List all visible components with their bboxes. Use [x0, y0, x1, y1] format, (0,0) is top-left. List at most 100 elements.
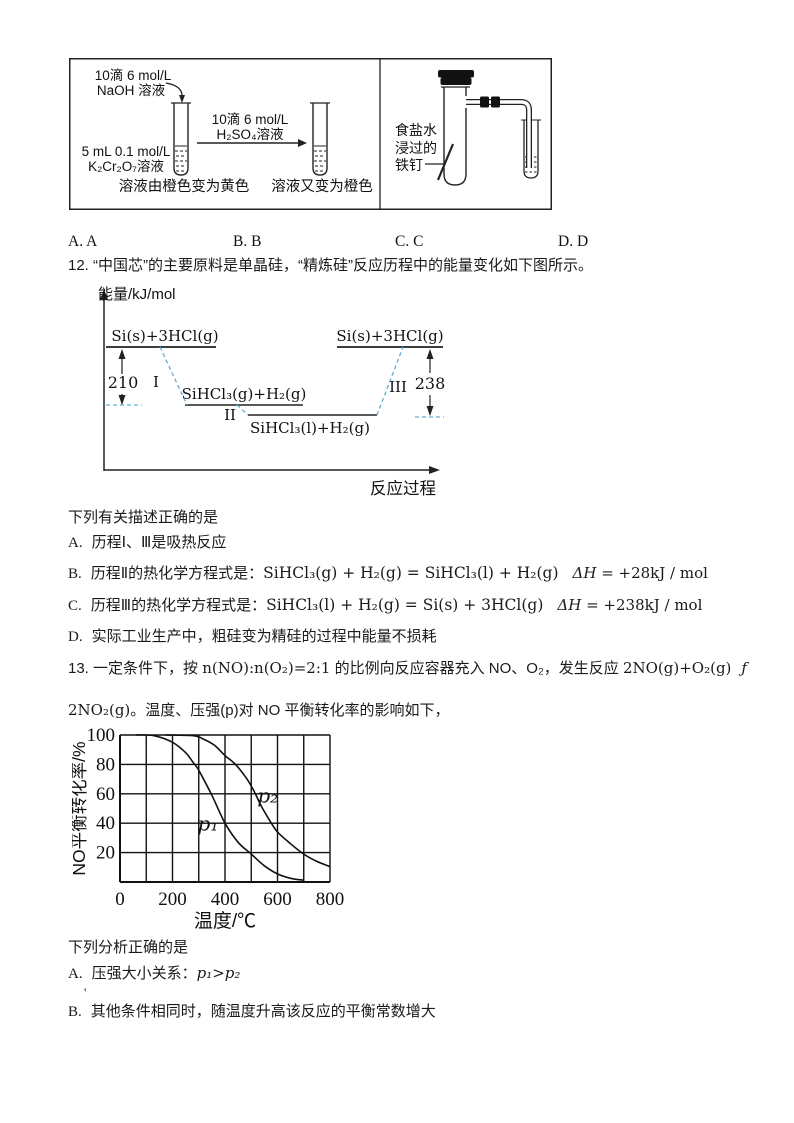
liquid-hatching-1: [175, 150, 187, 172]
y-tick-label: 100: [87, 725, 116, 746]
chart-y-axis-title: NO平衡转化率/%: [72, 741, 89, 875]
left-panel: 10滴 6 mol/L NaOH 溶液 5 mL 0.1 mol/L K₂Cr₂…: [82, 67, 373, 195]
x-tick-label: 0: [115, 889, 125, 910]
x-tick-label: 800: [316, 889, 345, 910]
naoh-label-line1: 10滴 6 mol/L: [95, 67, 172, 83]
stopper-band-bottom: [440, 77, 472, 85]
test-tube-1: [171, 102, 191, 176]
naoh-drop-arrow: [165, 82, 183, 98]
energy-value-left: 210: [108, 373, 139, 392]
level-top-right-label: Si(s)+3HCl(g): [336, 327, 443, 345]
q13-option-a[interactable]: A. 压强大小关系：p₁>p₂: [68, 963, 240, 984]
curve-p₂: [164, 734, 331, 868]
salt-water-label-line3: 铁钉: [395, 157, 423, 173]
q12-option-c-label: C.: [68, 598, 82, 614]
q13-stem-product: 2NO₂(g): [68, 701, 131, 719]
q12-prompt: 下列有关描述正确的是: [68, 509, 219, 526]
q12-option-c-delta-h: ΔH: [557, 596, 582, 614]
right-panel: 食盐水 浸过的 铁钉: [395, 70, 541, 186]
experiment-box-border: [69, 58, 552, 210]
iron-nail: [436, 143, 455, 181]
reaction-arrowhead: [298, 139, 307, 147]
q13-stem-line1: 13. 一定条件下，按 n(NO):n(O₂)=2:1 的比例向反应容器充入 N…: [68, 658, 747, 679]
y-tick-label: 20: [96, 843, 115, 864]
q12-option-d-text: 实际工业生产中，粗硅变为精硅的过程中能量不损耗: [91, 628, 437, 645]
k2cr2o7-label-line2: K₂Cr₂O₇溶液: [88, 159, 164, 174]
level-mid-label: SiHCl₃(g)+H₂(g): [182, 385, 307, 403]
q13-prompt: 下列分析正确的是: [68, 939, 189, 956]
curve-p₁: [135, 734, 304, 881]
q12-option-a-label: A.: [68, 535, 83, 551]
salt-water-label-line1: 食盐水: [395, 122, 437, 138]
q12-option-b-delta-h: ΔH: [572, 564, 597, 582]
q12-option-b-equation: SiHCl₃(g) + H₂(g) = SiHCl₃(l) + H₂(g): [263, 564, 559, 582]
answer-choice-b[interactable]: B. B: [233, 233, 262, 250]
curve-label-p₁: p₁: [198, 812, 219, 836]
energy-y-arrowhead: [100, 289, 108, 300]
energy-y-axis-label: 能量/kJ/mol: [98, 286, 176, 303]
answer-choice-c[interactable]: C. C: [395, 233, 424, 250]
q12-stem: 12. “中国芯”的主要原料是单晶硅，“精炼硅”反应历程中的能量变化如下图所示。: [68, 257, 594, 274]
dash-step-3: [376, 346, 404, 416]
x-tick-label: 200: [158, 889, 187, 910]
arrow-down-238: [426, 406, 434, 416]
q12-option-c-delta-h-value: = +238kJ / mol: [581, 596, 703, 614]
step-1-label: I: [153, 373, 159, 391]
q13-option-b[interactable]: B. 其他条件相同时，随温度升高该反应的平衡常数增大: [68, 1002, 436, 1022]
answer-choice-d[interactable]: D. D: [558, 233, 589, 250]
tube-clamp-1: [480, 96, 489, 108]
x-tick-label: 400: [211, 889, 240, 910]
q13-stem-reaction: 2NO(g)+O₂(g): [622, 659, 732, 677]
stopper-band-top: [438, 70, 474, 78]
q13-stem-part3: 。温度、压强(p)对 NO 平衡转化率的影响如下，: [130, 702, 450, 719]
q12-option-c-equation: SiHCl₃(l) + H₂(g) = Si(s) + 3HCl(g): [266, 596, 544, 614]
q12-option-b[interactable]: B. 历程Ⅱ的热化学方程式是：SiHCl₃(g) + H₂(g) = SiHCl₃…: [68, 563, 708, 584]
q12-option-a-text: 历程Ⅰ、Ⅲ是吸热反应: [91, 534, 227, 551]
q12-option-d-label: D.: [68, 629, 83, 645]
level-top-left-label: Si(s)+3HCl(g): [111, 327, 218, 345]
h2so4-label-line1: 10滴 6 mol/L: [212, 111, 289, 127]
tube-clamp-2: [491, 96, 500, 108]
tube2-caption: 溶液又变为橙色: [271, 178, 373, 195]
y-tick-label: 80: [96, 754, 115, 775]
energy-value-right: 238: [415, 374, 446, 393]
q13-option-a-text: 压强大小关系：: [91, 965, 197, 982]
no-conversion-chart: 0 200 400 600 800 20 40 60 80 100 温度/℃ NO平衡转化率/% p₁ p…: [72, 725, 345, 932]
x-tick-label: 600: [263, 889, 292, 910]
q13-option-a-label: A.: [68, 966, 83, 982]
y-tick-label: 60: [96, 784, 115, 805]
energy-x-arrowhead: [429, 466, 440, 474]
q13-equilibrium-symbol: ƒ: [741, 659, 747, 677]
q12-option-b-label: B.: [68, 566, 82, 582]
q13-stem-line2: 2NO₂(g)。温度、压强(p)对 NO 平衡转化率的影响如下，: [68, 700, 449, 721]
q12-option-a[interactable]: A. 历程Ⅰ、Ⅲ是吸热反应: [68, 533, 226, 553]
q12-option-c[interactable]: C. 历程Ⅲ的热化学方程式是：SiHCl₃(l) + H₂(g) = Si(s) …: [68, 595, 702, 616]
arrow-up-210: [118, 349, 126, 359]
q12-option-d[interactable]: D. 实际工业生产中，粗硅变为精硅的过程中能量不损耗: [68, 627, 437, 647]
curve-label-p₂: p₂: [257, 784, 278, 808]
dash-step-2: [236, 404, 249, 416]
answer-choice-a[interactable]: A. A: [68, 233, 98, 250]
test-tube-2: [310, 102, 330, 176]
q13-option-b-text: 其他条件相同时，随温度升高该反应的平衡常数增大: [90, 1003, 436, 1020]
q13-option-b-label: B.: [68, 1004, 82, 1020]
q13-stem-ratio: n(NO):n(O₂)=2:1: [202, 659, 331, 677]
step-2-label: II: [224, 406, 236, 424]
arrow-up-238: [426, 349, 434, 359]
q12-option-c-text: 历程Ⅲ的热化学方程式是：: [90, 597, 267, 614]
big-test-tube: [436, 70, 474, 186]
q13-stem-part1: 13. 一定条件下，按: [68, 660, 203, 677]
experiment-diagram: 10滴 6 mol/L NaOH 溶液 5 mL 0.1 mol/L K₂Cr₂…: [69, 58, 552, 210]
arrow-down-210: [118, 395, 126, 405]
y-tick-label: 40: [96, 813, 115, 834]
chart-x-axis-title: 温度/℃: [194, 910, 256, 932]
step-3-label: III: [389, 378, 407, 396]
naoh-drop-arrowhead: [179, 95, 185, 103]
level-low-label: SiHCl₃(l)+H₂(g): [250, 419, 370, 437]
dash-step-1: [159, 346, 188, 406]
h2so4-label-line2: H₂SO₄溶液: [216, 127, 284, 142]
energy-diagram: 能量/kJ/mol 反应过程 Si(s)+3HCl(g) SiHCl₃(g)+H…: [98, 286, 446, 498]
salt-water-label-line2: 浸过的: [395, 140, 437, 156]
delivery-tube: [466, 96, 532, 168]
